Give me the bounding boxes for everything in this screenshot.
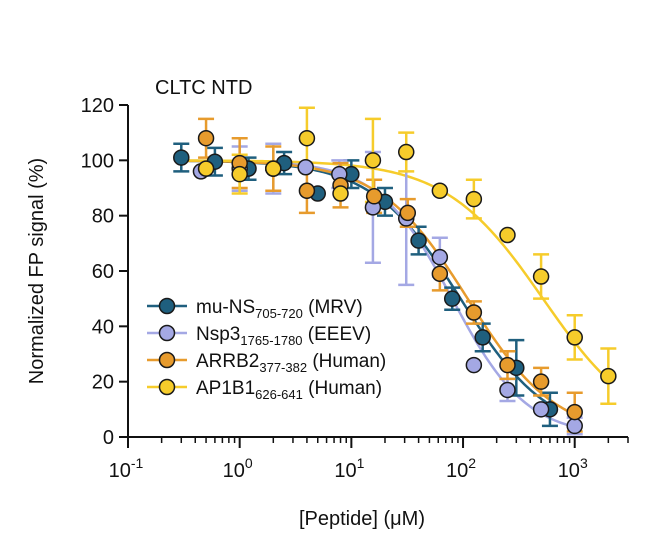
data-point — [443, 290, 461, 307]
y-axis: 0 20 40 60 80 100 120 — [81, 95, 129, 449]
y-tick-label: 60 — [92, 261, 114, 283]
legend-marker — [158, 351, 176, 369]
data-point — [465, 304, 483, 321]
data-point — [465, 356, 483, 374]
data-point — [566, 403, 583, 421]
data-point — [297, 159, 314, 176]
data-point — [566, 329, 583, 346]
data-point — [566, 417, 583, 435]
data-point — [431, 182, 449, 200]
data-point — [173, 149, 190, 166]
data-point — [365, 188, 383, 205]
y-tick-label: 20 — [92, 372, 114, 394]
chart-title: CLTC NTD — [155, 77, 252, 99]
x-tick-label: 101 — [334, 455, 364, 482]
y-tick-label: 80 — [92, 206, 114, 228]
data-point — [499, 381, 516, 399]
legend-item: Nsp31765-1780 (EEEV) — [147, 324, 371, 348]
data-point — [431, 248, 449, 266]
data-point — [332, 185, 349, 202]
legend-marker — [158, 324, 176, 342]
legend-item: AP1B1626-641 (Human) — [147, 378, 382, 402]
y-tick-label: 40 — [92, 316, 114, 338]
data-point — [197, 129, 215, 147]
x-tick-label: 100 — [223, 455, 253, 482]
legend-label: mu-NS705-720 (MRV) — [196, 297, 363, 321]
data-point — [474, 329, 491, 346]
data-point — [431, 265, 449, 283]
x-axis: 10-1 100 101 102 103 — [109, 436, 629, 482]
y-tick-label: 0 — [103, 427, 114, 449]
data-point — [532, 268, 550, 285]
y-tick-label: 100 — [81, 150, 114, 172]
legend-label: Nsp31765-1780 (EEEV) — [196, 324, 371, 348]
fit-curve-ap1b1 — [181, 159, 610, 381]
data-point — [364, 152, 382, 169]
data-point — [399, 204, 417, 222]
data-point — [499, 356, 516, 374]
data-points — [173, 129, 617, 435]
legend-label: AP1B1626-641 (Human) — [196, 378, 382, 402]
data-point — [298, 129, 316, 147]
data-point — [532, 401, 550, 418]
legend-label: ARRB2377-382 (Human) — [196, 351, 386, 375]
data-point — [600, 367, 617, 385]
data-point — [465, 190, 483, 208]
legend-marker — [158, 297, 176, 315]
data-point — [499, 226, 516, 244]
data-point — [298, 182, 316, 200]
legend-item: ARRB2377-382 (Human) — [147, 351, 386, 375]
x-tick-label: 10-1 — [109, 455, 144, 482]
x-tick-label: 103 — [558, 455, 588, 482]
y-tick-label: 120 — [81, 95, 114, 117]
data-point — [532, 373, 550, 390]
data-point — [197, 160, 215, 177]
data-point — [397, 143, 415, 161]
x-axis-label: [Peptide] (μM) — [299, 508, 425, 530]
y-axis-label: Normalized FP signal (%) — [26, 158, 48, 384]
legend: mu-NS705-720 (MRV) Nsp31765-1780 (EEEV) AR… — [147, 297, 386, 402]
legend-marker — [158, 378, 176, 396]
x-tick-label: 102 — [446, 455, 476, 482]
data-point — [265, 160, 282, 177]
legend-item: mu-NS705-720 (MRV) — [147, 297, 363, 321]
data-point — [231, 165, 248, 183]
data-point — [410, 232, 427, 249]
